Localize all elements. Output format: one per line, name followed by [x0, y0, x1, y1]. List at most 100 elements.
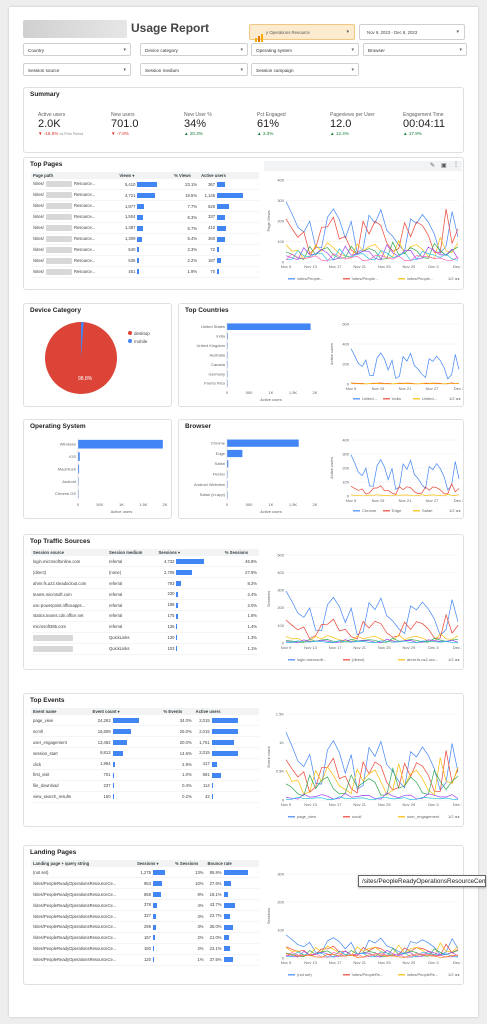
table-row[interactable]: ahmr.fs.az2.steadoclout.com referral 793 8.…	[31, 577, 259, 590]
cell-value: 295	[143, 924, 151, 930]
table-cell: /sites/Resource...	[31, 266, 118, 278]
table-cell: /sites/Resource...	[31, 244, 118, 256]
cell-value: 167	[143, 935, 151, 941]
table-row[interactable]: /sites/Resource... 535 2.2% 187	[31, 255, 259, 267]
cell-bar	[152, 924, 156, 930]
table-cell: 337	[199, 211, 259, 224]
legend-pager[interactable]: 1/2 ◂ ▸	[448, 814, 460, 819]
column-header[interactable]: Sessions ▾	[156, 549, 223, 556]
filter-session-campaign[interactable]: Session campaign ▾	[251, 63, 359, 76]
date-range-picker[interactable]: Nov 9, 2023 - Dec 8, 2023 ▾	[359, 24, 465, 40]
export-icon[interactable]: ▣	[441, 163, 447, 169]
table-row[interactable]: statics.teams.cdn.office.net referral 175 1…	[31, 610, 259, 622]
section-title: Landing Pages	[30, 849, 77, 856]
table-row[interactable]: /sites/Resource... 5,410 23.1% 367	[31, 179, 259, 191]
table-row[interactable]: page_view 24,263 34.0% 2,015	[31, 715, 259, 727]
x-tick-label: 0	[77, 502, 80, 507]
cell-value: 4,721	[124, 192, 136, 198]
series-line	[285, 253, 459, 262]
filter-operating-system[interactable]: Operating system ▾	[251, 43, 359, 56]
table-row[interactable]: usc-powerpoint.officeapps... referral 198 2…	[31, 599, 259, 611]
cell-value: 230	[167, 591, 175, 597]
more-options-icon[interactable]: ⋮	[453, 162, 459, 168]
cell-text: microsoft365.com	[33, 624, 67, 630]
edit-icon[interactable]: ✎	[430, 163, 436, 169]
table-row[interactable]: /sites/Resource... 1,387 5.7% 410	[31, 222, 259, 234]
filter-country[interactable]: Country ▾	[23, 43, 131, 56]
table-cell: 327	[134, 910, 174, 922]
table-row[interactable]: /sites/Resource... 540 2.3% 72	[31, 244, 259, 256]
column-header[interactable]: Session source	[31, 549, 108, 556]
filter-session-source[interactable]: Session source ▾	[23, 63, 131, 76]
table-row[interactable]: session_start 9,813 14.6% 2,015	[31, 747, 259, 760]
path-suffix: Resource...	[73, 203, 96, 209]
table-row[interactable]: /sites/Resource... 451 1.9% 70	[31, 266, 259, 278]
table-row[interactable]: /sites/Resource... 4,721 19.5% 1,145	[31, 189, 259, 202]
table-row[interactable]: /sites/Resource... 1,877 7.7% 526	[31, 200, 259, 213]
filter-browser[interactable]: Browser ▾	[363, 43, 467, 56]
table-row[interactable]: microsoft365.com referral 136 1.4%	[31, 621, 259, 633]
table-cell: QuickLinks	[107, 643, 157, 655]
delta-arrow-icon: ▲	[184, 131, 189, 136]
table-row[interactable]: /sites/PeopleReadyOperationsResourceCe..…	[31, 910, 259, 922]
table-cell: 2.4%	[222, 588, 259, 601]
column-header[interactable]: % Sessions	[222, 549, 259, 556]
delta-value: -7.8%	[116, 131, 129, 136]
pie-slice-mobile	[81, 322, 84, 358]
legend-pager[interactable]: 1/2 ◂ ▸	[448, 972, 460, 977]
table-row[interactable]: /sites/Resource... 1,309 5.4% 360	[31, 233, 259, 245]
table-row[interactable]: QuickLinks 130 1.3%	[31, 632, 259, 644]
cell-value: 130	[167, 634, 175, 640]
table-cell: 360	[199, 233, 259, 245]
cell-bar	[176, 646, 178, 652]
table-row[interactable]: /sites/Resource... 1,504 6.3% 337	[31, 211, 259, 224]
y-tick-label: 200	[342, 361, 349, 366]
table-row[interactable]: QuickLinks 103 1.1%	[31, 643, 259, 655]
column-header[interactable]: Sessions ▾	[134, 860, 174, 867]
kpi-engagement-time: Engagement Time 00:04:11 ▲ 17.9%	[403, 112, 478, 137]
column-header[interactable]: % Events	[161, 708, 194, 715]
column-header[interactable]: Bounce rate	[205, 860, 259, 867]
column-header[interactable]: Landing page + query string	[31, 860, 135, 867]
table-row[interactable]: /sites/PeopleReadyOperationsResourceCe..…	[31, 877, 259, 890]
column-header[interactable]: % Sessions	[173, 860, 206, 867]
table-row[interactable]: /sites/PeopleReadyOperationsResourceCe..…	[31, 899, 259, 912]
table-row[interactable]: /sites/PeopleReadyOperationsResourceCe..…	[31, 921, 259, 933]
column-header[interactable]: Session medium	[107, 549, 157, 556]
table-cell: 6.3%	[172, 211, 200, 224]
cell-value: 42	[205, 793, 210, 799]
table-row[interactable]: (direct) (none) 2,706 27.9%	[31, 566, 259, 579]
table-row[interactable]: view_search_results 150 0.2% 42	[31, 791, 259, 803]
table-row[interactable]: first_visit 701 1.0% 691	[31, 769, 259, 781]
table-row[interactable]: (not set) 1,275 13% 95.8%	[31, 867, 259, 879]
column-header[interactable]: Views ▾	[117, 172, 173, 179]
legend-pager[interactable]: 1/2 ◂ ▸	[449, 396, 461, 401]
column-header[interactable]: % Views	[172, 172, 200, 179]
path-suffix: Resource...	[73, 268, 96, 274]
table-row[interactable]: user_engagement 13,462 20.0% 1,751	[31, 736, 259, 749]
column-header[interactable]: Event name	[31, 708, 91, 715]
column-header[interactable]: Event count ▾	[90, 708, 162, 715]
cell-bar	[176, 624, 178, 630]
legend-pager[interactable]: 1/2 ◂ ▸	[448, 657, 460, 662]
table-row[interactable]: /sites/PeopleReadyOperationsResourceCe..…	[31, 932, 259, 944]
table-cell: 42	[193, 791, 259, 803]
section-title: Device Category	[30, 307, 81, 314]
kpi-value: 61%	[257, 118, 280, 130]
table-row[interactable]: teams.microsoft.com referral 230 2.4%	[31, 588, 259, 601]
table-row[interactable]: login.microsoftonline.com referral 4,732 46…	[31, 556, 259, 568]
table-row[interactable]: /sites/PeopleReadyOperationsResourceCe..…	[31, 888, 259, 901]
table-row[interactable]: click 1,994 2.9% 417	[31, 758, 259, 770]
table-row[interactable]: /sites/PeopleReadyOperationsResourceCe..…	[31, 954, 259, 966]
filter-session-medium[interactable]: Session medium ▾	[140, 63, 248, 76]
legend-pager[interactable]: 1/2 ◂ ▸	[449, 508, 461, 513]
filter-device-category[interactable]: Device category ▾	[140, 43, 248, 56]
column-header[interactable]: Active users	[199, 172, 259, 179]
table-row[interactable]: file_download 237 0.4% 114	[31, 780, 259, 792]
table-row[interactable]: scroll 16,809 25.0% 2,015	[31, 725, 259, 738]
column-header[interactable]: Active users	[193, 708, 259, 715]
legend-pager[interactable]: 1/2 ◂ ▸	[448, 276, 460, 281]
table-row[interactable]: /sites/PeopleReadyOperationsResourceCe..…	[31, 943, 259, 955]
datasource-selector[interactable]: y Operations Resource ▾	[249, 24, 355, 42]
column-header[interactable]: Page path	[31, 172, 118, 179]
